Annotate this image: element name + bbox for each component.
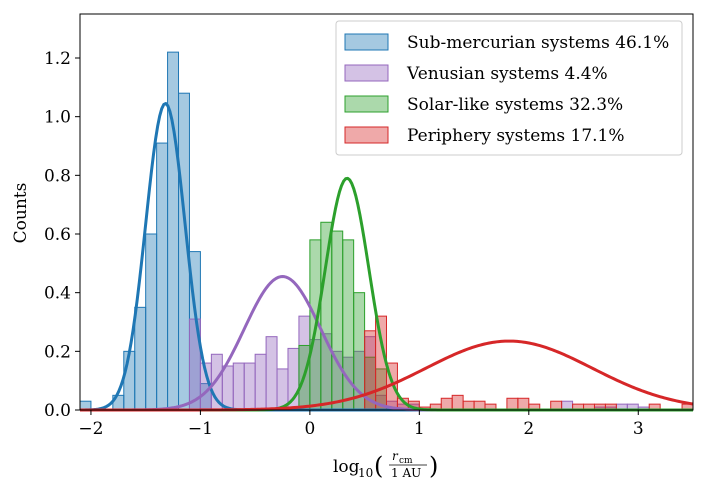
legend-frame	[335, 20, 683, 156]
x-axis-title-log: log	[333, 457, 360, 477]
y-tick-label: 0.2	[44, 342, 71, 362]
histogram-bar-series-0-bin-4	[145, 233, 158, 411]
histogram-bar-series-1-bin-5	[243, 362, 256, 411]
x-tick-label: 1	[414, 419, 425, 439]
x-axis-title: log 10 ( r cm 1 AU )	[333, 449, 438, 480]
x-axis-title-numerator: r	[392, 449, 399, 463]
x-axis-title-numerator-subscript: cm	[399, 456, 413, 466]
x-tick-label: 3	[633, 419, 644, 439]
legend-label-1: Venusian systems 4.4%	[406, 64, 608, 84]
x-axis-title-log-subscript: 10	[358, 466, 373, 480]
y-tick-label: 0.8	[44, 166, 71, 186]
histogram-bar-series-2-bin-2	[320, 221, 333, 411]
histogram-bar-series-3-bin-12	[506, 397, 519, 411]
histogram-bar-series-1-bin-4	[232, 362, 245, 411]
x-tick-label: −2	[78, 419, 103, 439]
y-axis-title: Counts	[11, 183, 31, 244]
legend: Sub-mercurian systems 46.1% Venusian syst…	[335, 20, 683, 156]
x-tick-label: 0	[304, 419, 315, 439]
legend-label-2: Solar-like systems 32.3%	[407, 95, 623, 115]
y-tick-label: 1.0	[44, 108, 71, 128]
y-tick-label: 0.4	[44, 284, 71, 304]
y-tick-label: 0.6	[44, 225, 71, 245]
histogram-bar-series-1-bin-6	[254, 353, 267, 411]
legend-swatch-2	[344, 95, 389, 113]
x-axis-title-close-paren: )	[429, 452, 438, 480]
histogram-bar-series-3-bin-13	[517, 397, 530, 411]
legend-swatch-1	[344, 64, 389, 82]
legend-label-3: Periphery systems 17.1%	[407, 126, 625, 146]
legend-label-0: Sub-mercurian systems 46.1%	[407, 33, 669, 53]
histogram-bar-series-1-bin-3	[221, 365, 234, 411]
histogram-bar-series-0-bin-3	[134, 306, 147, 411]
histogram-bar-series-3-bin-7	[440, 397, 453, 411]
x-axis-title-denominator: 1 AU	[391, 466, 421, 480]
legend-swatch-0	[344, 33, 389, 51]
x-axis-title-open-paren: (	[374, 452, 383, 480]
y-tick-label: 1.2	[44, 49, 71, 69]
histogram-bar-series-3-bin-8	[451, 394, 464, 411]
y-tick-label: 0.0	[44, 401, 71, 421]
legend-swatch-3	[344, 126, 389, 144]
plot-frame	[79, 13, 694, 411]
x-axis-ticks: −2 −1 0 1 2 3	[78, 410, 644, 439]
histogram-bar-series-0-bin-5	[156, 142, 169, 411]
x-tick-label: −1	[188, 419, 213, 439]
histogram-bar-series-1-bin-7	[265, 336, 278, 411]
x-tick-label: 2	[523, 419, 534, 439]
y-axis-ticks: 0.0 0.2 0.4 0.6 0.8 1.0 1.2	[44, 49, 80, 421]
histogram-bar-series-2-bin-3	[331, 230, 344, 411]
